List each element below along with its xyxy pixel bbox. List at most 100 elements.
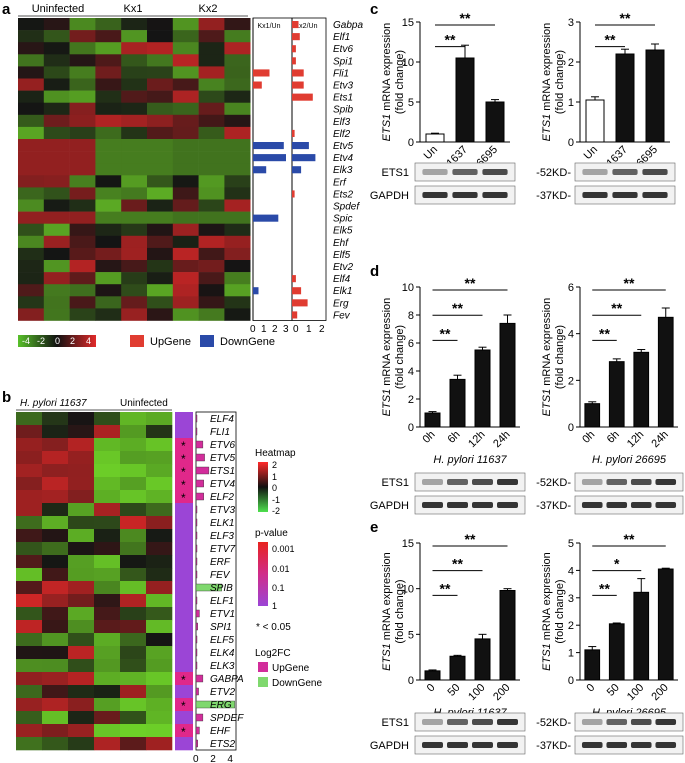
a-heatmap-cell bbox=[224, 260, 251, 273]
a-heatmap-cell bbox=[95, 284, 122, 297]
significance-mark: ** bbox=[465, 531, 476, 547]
b-heatmap-cell bbox=[146, 568, 173, 582]
a-heatmap-cell bbox=[224, 199, 251, 212]
b-heatmap-cell bbox=[94, 503, 121, 517]
blot-label-gapdh: GAPDH bbox=[370, 740, 409, 752]
a-heatmap-cell bbox=[147, 151, 174, 164]
b-heatmap-cell bbox=[16, 438, 43, 452]
a-heatmap-cell bbox=[95, 114, 122, 128]
y-tick-label: 3 bbox=[568, 17, 574, 29]
blot-gapdh bbox=[574, 735, 684, 755]
a-gene-label: Elf2 bbox=[333, 129, 351, 140]
b-heatmap-cell bbox=[146, 477, 173, 491]
b-heatmap-cell bbox=[42, 464, 69, 478]
a-heatmap-cell bbox=[224, 175, 251, 188]
a-heatmap-cell bbox=[69, 272, 96, 285]
a-heatmap-cell bbox=[198, 260, 225, 273]
a-heatmap-cell bbox=[43, 139, 70, 152]
b-pvalue-cell bbox=[175, 646, 193, 660]
x-tick-label: 50 bbox=[605, 682, 622, 699]
chart-d-right: 0 2 4 6 ETS1 mRNA expression (fold change) 0h 6… bbox=[536, 275, 684, 515]
a-heatmap-cell bbox=[18, 260, 45, 273]
b-log2fc-bar bbox=[195, 596, 198, 605]
a-ratio-bar-kx2 bbox=[292, 45, 296, 53]
b-pvalue-cell bbox=[175, 711, 193, 725]
a-heatmap-cell bbox=[198, 18, 225, 31]
b-heatmap-cell bbox=[146, 646, 173, 660]
b-heatmap-cell bbox=[16, 737, 43, 751]
bar bbox=[633, 591, 650, 681]
y-tick-label: 6 bbox=[568, 282, 574, 294]
a-heatmap-cell bbox=[224, 308, 251, 321]
b-significance-star: * bbox=[181, 699, 186, 713]
a-heatmap-cell bbox=[121, 272, 148, 285]
a-heatmap-cell bbox=[198, 126, 225, 140]
bar bbox=[449, 655, 466, 681]
b-heatmap-cell bbox=[120, 698, 147, 712]
b-heatmap-cell bbox=[16, 607, 43, 621]
y-tick-label: 5 bbox=[408, 97, 414, 109]
a-ratio-tick-kx1: 1 bbox=[261, 324, 267, 335]
b-heatmap-cell bbox=[42, 529, 69, 543]
b-log2fc-bar bbox=[195, 609, 200, 618]
a-heatmap-cell bbox=[18, 102, 45, 116]
bar bbox=[474, 638, 491, 681]
a-ratio-bar-kx2 bbox=[292, 311, 298, 319]
b-heatmap-cell bbox=[68, 594, 95, 608]
b-heatmap-cell bbox=[68, 711, 95, 725]
b-heatmap-cell bbox=[68, 724, 95, 738]
a-heatmap-cell bbox=[172, 175, 199, 188]
b-heatmap-cell bbox=[94, 542, 121, 556]
b-heatmap-cell bbox=[120, 555, 147, 569]
a-heatmap-cell bbox=[224, 30, 251, 43]
a-heatmap-cell bbox=[121, 284, 148, 297]
blot-ets1 bbox=[574, 712, 684, 732]
b-heatmap-cell bbox=[94, 737, 121, 751]
b-heatmap-cell bbox=[146, 490, 173, 504]
b-pvalue-cell bbox=[175, 620, 193, 634]
b-legend-down-label: DownGene bbox=[272, 678, 322, 689]
x-tick-label: 200 bbox=[491, 682, 512, 703]
a-heatmap-cell bbox=[198, 151, 225, 164]
a-heatmap-cell bbox=[224, 272, 251, 285]
a-ratio-bar-kx1 bbox=[253, 69, 270, 77]
b-pvalue-cell bbox=[175, 529, 193, 543]
b-significance-star: * bbox=[181, 491, 186, 505]
b-pvalue-tick-4: 1 bbox=[272, 601, 277, 611]
a-heatmap-cell bbox=[147, 187, 174, 200]
a-gene-label: Spic bbox=[333, 214, 352, 225]
a-heatmap-cell bbox=[121, 175, 148, 188]
significance-mark: ** bbox=[460, 10, 471, 26]
b-heatmap-cell bbox=[68, 425, 95, 439]
a-heatmap-cell bbox=[69, 235, 96, 249]
blot-band bbox=[642, 169, 668, 175]
a-ratio-bar-kx2 bbox=[292, 93, 313, 101]
b-gene-label: ETS1 bbox=[210, 466, 235, 477]
y-tick-label: 15 bbox=[402, 17, 414, 29]
b-heatmap-cell bbox=[94, 438, 121, 452]
b-heatmap-cell bbox=[42, 477, 69, 491]
y-label-rest: mRNA expression bbox=[381, 23, 393, 114]
b-heatmap-cell bbox=[94, 620, 121, 634]
a-heatmap-cell bbox=[95, 175, 122, 188]
a-heatmap-cell bbox=[43, 211, 70, 224]
b-heatmap-cell bbox=[68, 568, 95, 582]
a-heatmap-cell bbox=[95, 211, 122, 224]
a-heatmap-cell bbox=[198, 223, 225, 237]
a-heatmap-cell bbox=[172, 308, 199, 321]
b-heatmap-cell bbox=[120, 412, 147, 426]
a-heatmap-cell bbox=[18, 296, 45, 309]
y-tick-label: 3 bbox=[568, 593, 574, 605]
a-ratio-tick-kx2: 0 bbox=[293, 324, 299, 335]
b-heatmap-cell bbox=[146, 620, 173, 634]
y-tick-label: 0 bbox=[408, 422, 414, 434]
b-heatmap-cell bbox=[120, 711, 147, 725]
b-log2fc-bar bbox=[195, 505, 198, 514]
b-heatmap-cell bbox=[120, 607, 147, 621]
b-heatmap-cell bbox=[146, 412, 173, 426]
a-gene-label: Etv5 bbox=[333, 141, 353, 152]
b-heatmap-cell bbox=[42, 737, 69, 751]
x-tick-label: Un bbox=[582, 144, 600, 162]
